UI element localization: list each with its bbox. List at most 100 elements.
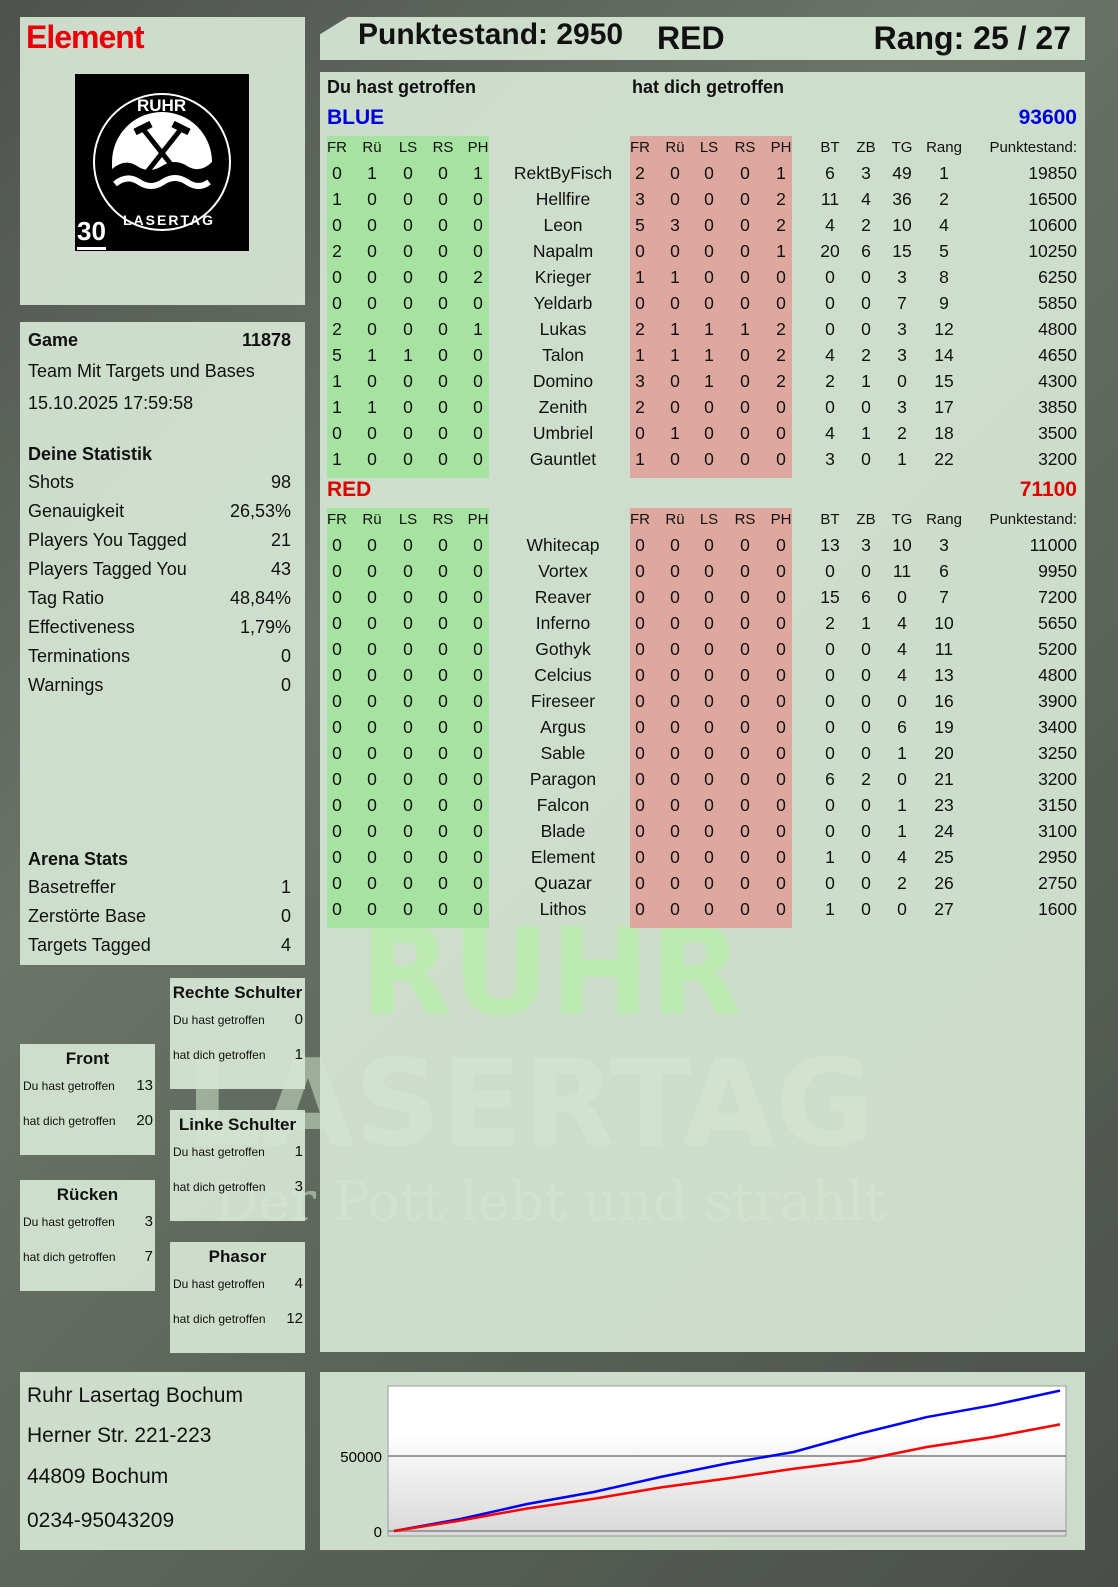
score-cell: 1600 — [1038, 899, 1077, 919]
you-hit-cell: 0 — [367, 795, 377, 815]
hit-you-cell: 0 — [704, 561, 714, 581]
you-hit-cell: 0 — [332, 639, 342, 659]
player-row[interactable]: 0 0 0 0 0 Whitecap 0 0 0 0 0 13 3 10 3 11000 — [320, 535, 1085, 561]
you-hit-cell: 1 — [367, 163, 377, 183]
zone-got-label: hat dich getroffen — [173, 1180, 266, 1194]
you-hit-cell: 0 — [473, 665, 483, 685]
player-row[interactable]: 0 0 0 0 0 Lithos 0 0 0 0 0 1 0 0 27 1600 — [320, 899, 1085, 925]
you-hit-cell: 0 — [403, 899, 413, 919]
you-hit-cell: 0 — [438, 397, 448, 417]
hit-you-cell: 0 — [776, 847, 786, 867]
player-row[interactable]: 0 0 0 0 0 Quazar 0 0 0 0 0 0 0 2 26 2750 — [320, 873, 1085, 899]
hit-you-cell: 0 — [740, 743, 750, 763]
player-row[interactable]: 1 0 0 0 0 Domino 3 0 1 0 2 2 1 0 15 4300 — [320, 371, 1085, 397]
player-row[interactable]: 0 0 0 0 0 Inferno 0 0 0 0 0 2 1 4 10 5650 — [320, 613, 1085, 639]
player-row[interactable]: 0 0 0 0 0 Vortex 0 0 0 0 0 0 0 11 6 9950 — [320, 561, 1085, 587]
player-row[interactable]: 0 0 0 0 0 Gothyk 0 0 0 0 0 0 0 4 11 5200 — [320, 639, 1085, 665]
player-row[interactable]: 0 0 0 0 0 Celcius 0 0 0 0 0 0 0 4 13 4800 — [320, 665, 1085, 691]
score-cell: 4300 — [1038, 371, 1077, 391]
player-rank: Rang: 25 / 27 — [873, 20, 1071, 56]
you-hit-column-bg — [327, 136, 489, 478]
you-hit-cell: 0 — [438, 215, 448, 235]
hit-you-cell: 2 — [776, 189, 786, 209]
stat-cell: 0 — [861, 639, 871, 659]
player-row[interactable]: 0 0 0 0 0 Yeldarb 0 0 0 0 0 0 0 7 9 5850 — [320, 293, 1085, 319]
player-row[interactable]: 5 1 1 0 0 Talon 1 1 1 0 2 4 2 3 14 4650 — [320, 345, 1085, 371]
hit-you-cell: 0 — [670, 795, 680, 815]
player-row[interactable]: 0 0 0 0 0 Reaver 0 0 0 0 0 15 6 0 7 7200 — [320, 587, 1085, 613]
player-name-cell: Element — [530, 847, 596, 867]
hit-you-cell: 0 — [740, 873, 750, 893]
hit-you-cell: 0 — [635, 535, 645, 555]
hit-you-cell: 0 — [740, 293, 750, 313]
player-name-cell: Quazar — [534, 873, 592, 893]
player-row[interactable]: 0 0 0 0 0 Sable 0 0 0 0 0 0 0 1 20 3250 — [320, 743, 1085, 769]
stat-cell: 0 — [861, 319, 871, 339]
player-row[interactable]: 2 0 0 0 0 Napalm 0 0 0 0 1 20 6 15 5 10250 — [320, 241, 1085, 267]
hit-you-cell: 0 — [704, 665, 714, 685]
hit-you-cell: 1 — [635, 267, 645, 287]
hit-you-cell: 0 — [670, 449, 680, 469]
stat-cell: 4 — [897, 639, 907, 659]
player-name-cell: Falcon — [536, 795, 590, 815]
player-row[interactable]: 0 0 0 0 2 Krieger 1 1 0 0 0 0 0 3 8 6250 — [320, 267, 1085, 293]
stat-cell: 0 — [897, 899, 907, 919]
hit-you-cell: 0 — [704, 587, 714, 607]
score-cell: 3400 — [1038, 717, 1077, 737]
hit-you-cell: 1 — [704, 345, 714, 365]
player-name-cell: Blade — [540, 821, 586, 841]
hit-you-cell: 0 — [740, 847, 750, 867]
player-row[interactable]: 1 1 0 0 0 Zenith 2 0 0 0 0 0 0 3 17 3850 — [320, 397, 1085, 423]
hit-you-cell: 0 — [635, 769, 645, 789]
zone-got-label: hat dich getroffen — [173, 1312, 266, 1326]
player-row[interactable]: 0 0 0 0 0 Umbriel 0 1 0 0 0 4 1 2 18 3500 — [320, 423, 1085, 449]
hit-you-cell: 0 — [776, 397, 786, 417]
you-hit-cell: 0 — [367, 847, 377, 867]
stat-cell: 18 — [934, 423, 954, 443]
player-row[interactable]: 1 0 0 0 0 Gauntlet 1 0 0 0 0 3 0 1 22 3200 — [320, 449, 1085, 475]
zone-title: Front — [65, 1049, 110, 1068]
player-row[interactable]: 0 0 0 0 0 Argus 0 0 0 0 0 0 0 6 19 3400 — [320, 717, 1085, 743]
player-score: Punktestand: 2950 — [358, 18, 624, 51]
column-header: PH — [467, 511, 489, 528]
player-row[interactable]: 0 0 0 0 0 Blade 0 0 0 0 0 0 0 1 24 3100 — [320, 821, 1085, 847]
zone-title: Phasor — [208, 1247, 267, 1266]
hit-you-cell: 1 — [740, 319, 750, 339]
arena-title: Arena Stats — [28, 849, 129, 869]
player-row[interactable]: 1 0 0 0 0 Hellfire 3 0 0 0 2 11 4 36 2 16500 — [320, 189, 1085, 215]
player-row[interactable]: 0 0 0 0 0 Element 0 0 0 0 0 1 0 4 25 2950 — [320, 847, 1085, 873]
you-hit-cell: 0 — [403, 397, 413, 417]
stat-value: 48,84% — [229, 588, 291, 608]
player-row[interactable]: 0 0 0 0 0 Fireseer 0 0 0 0 0 0 0 0 16 3900 — [320, 691, 1085, 717]
player-name-cell: RektByFisch — [513, 163, 613, 183]
you-hit-cell: 0 — [473, 769, 483, 789]
you-hit-cell: 0 — [438, 639, 448, 659]
stat-value: 26,53% — [229, 501, 291, 521]
hit-you-cell: 0 — [740, 189, 750, 209]
player-name-cell: Gauntlet — [529, 449, 597, 469]
hit-you-cell: 0 — [670, 847, 680, 867]
player-row[interactable]: 0 0 0 0 0 Paragon 0 0 0 0 0 6 2 0 21 3200 — [320, 769, 1085, 795]
you-hit-cell: 1 — [367, 345, 377, 365]
you-hit-cell: 0 — [473, 847, 483, 867]
player-row[interactable]: 0 1 0 0 1 RektByFisch 2 0 0 0 1 6 3 49 1 19850 — [320, 163, 1085, 189]
you-hit-cell: 0 — [332, 613, 342, 633]
player-row[interactable]: 2 0 0 0 1 Lukas 2 1 1 1 2 0 0 3 12 4800 — [320, 319, 1085, 345]
player-row[interactable]: 0 0 0 0 0 Falcon 0 0 0 0 0 0 0 1 23 3150 — [320, 795, 1085, 821]
hit-you-cell: 0 — [670, 397, 680, 417]
team-score: 71100 — [1019, 478, 1077, 501]
hit-you-cell: 2 — [635, 319, 645, 339]
player-row[interactable]: 0 0 0 0 0 Leon 5 3 0 0 2 4 2 10 4 10600 — [320, 215, 1085, 241]
you-hit-cell: 0 — [403, 293, 413, 313]
player-name-cell: Umbriel — [532, 423, 594, 443]
hit-you-cell: 0 — [740, 769, 750, 789]
you-hit-cell: 0 — [332, 821, 342, 841]
you-hit-cell: 0 — [438, 371, 448, 391]
hit-you-cell: 0 — [670, 769, 680, 789]
stat-cell: 11 — [934, 639, 954, 659]
zone-title: Rechte Schulter — [172, 983, 303, 1002]
you-hit-cell: 0 — [332, 561, 342, 581]
stat-cell: 1 — [897, 821, 907, 841]
stat-row: Tag Ratio 48,84% — [28, 588, 291, 609]
hit-you-cell: 1 — [670, 345, 680, 365]
